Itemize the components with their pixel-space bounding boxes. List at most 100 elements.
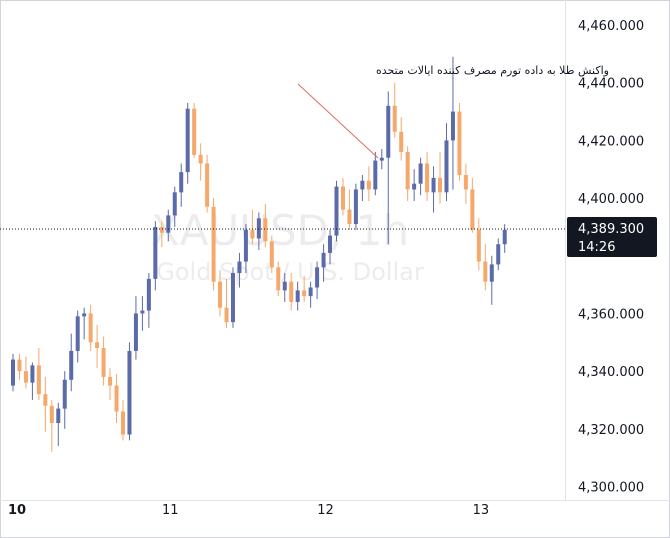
- candle-body: [23, 371, 28, 383]
- candle-body: [133, 313, 138, 351]
- candle-body: [140, 310, 145, 314]
- candle-body: [146, 278, 151, 311]
- candle-body: [114, 385, 119, 412]
- candle-body: [30, 365, 35, 383]
- candle-body: [276, 267, 281, 291]
- candle-body: [289, 281, 294, 302]
- price-axis: 4,460.000 4,440.000 4,420.000 4,400.000 4,36…: [578, 19, 644, 495]
- candle-body: [166, 215, 171, 233]
- candle-body: [302, 290, 307, 297]
- candle-body: [185, 108, 190, 173]
- candle-body: [159, 226, 164, 233]
- last-price-label-bg: [567, 216, 657, 257]
- candle-body: [127, 350, 132, 435]
- candle-body: [95, 342, 100, 349]
- candle-body: [211, 206, 216, 282]
- candle-body: [315, 267, 320, 288]
- candle-body: [476, 229, 481, 262]
- candle-body: [328, 235, 333, 253]
- candle-body: [56, 408, 61, 424]
- candle-body: [108, 376, 113, 386]
- candle-body: [179, 172, 184, 193]
- candle-body: [463, 175, 468, 190]
- price-tick-label: 4,300.000: [578, 480, 644, 495]
- annotation-arrow: [297, 83, 379, 159]
- candle-body: [483, 261, 488, 282]
- candle-body: [62, 379, 67, 409]
- candle-body: [340, 186, 345, 210]
- candle-body: [457, 111, 462, 176]
- time-tick-label: 12: [317, 503, 334, 518]
- candle-body: [308, 287, 313, 297]
- candle-body: [470, 189, 475, 230]
- price-tick-label: 4,440.000: [578, 77, 644, 92]
- candle-body: [269, 241, 274, 268]
- annotation-text: واکنش طلا به داده تورم مصرف کننده ایالات…: [376, 64, 609, 77]
- candle-body: [263, 218, 268, 242]
- candle-body: [153, 226, 158, 279]
- price-tick-label: 4,360.000: [578, 307, 644, 322]
- candle-body: [172, 192, 177, 216]
- price-tick-label: 4,340.000: [578, 365, 644, 380]
- candle-body: [82, 313, 87, 317]
- candle-body: [237, 261, 242, 274]
- time-axis: 10 11 12 13: [8, 503, 489, 518]
- candle-body: [11, 359, 15, 386]
- candle-body: [36, 365, 41, 395]
- candle-body: [347, 209, 352, 225]
- candle-body: [224, 307, 229, 323]
- candle-body: [386, 105, 391, 158]
- bar-countdown: 14:26: [578, 240, 615, 255]
- last-price-label: 4,389.300 14:26: [567, 216, 657, 257]
- candle-body: [425, 163, 430, 193]
- candle-body: [295, 290, 300, 302]
- candle-body: [43, 394, 48, 406]
- candle-body: [120, 411, 125, 435]
- candle-body: [218, 281, 223, 308]
- candle-body: [399, 131, 404, 152]
- candle-body: [321, 252, 326, 268]
- candle-body: [101, 348, 106, 377]
- price-tick-label: 4,420.000: [578, 134, 644, 149]
- candle-body: [250, 229, 255, 239]
- candle-body: [49, 405, 54, 424]
- last-price-value: 4,389.300: [578, 222, 644, 237]
- time-tick-label: 13: [473, 503, 490, 518]
- candle-body: [392, 105, 397, 132]
- candle-body: [444, 140, 449, 193]
- candle-body: [198, 154, 203, 164]
- candle-body: [431, 177, 436, 193]
- candle-body: [412, 183, 417, 190]
- candle-body: [360, 180, 365, 190]
- candle-body: [450, 111, 455, 141]
- time-tick-label: 11: [162, 503, 179, 518]
- candle-body: [17, 359, 22, 372]
- candle-body: [243, 229, 248, 262]
- candle-body: [353, 189, 358, 225]
- candle-body: [373, 160, 378, 190]
- candles: [11, 56, 507, 452]
- price-tick-label: 4,400.000: [578, 192, 644, 207]
- watermark-symbol: XAUUSD, 1h: [151, 206, 409, 255]
- candle-body: [205, 163, 210, 207]
- candle-body: [489, 264, 494, 282]
- candle-body: [334, 186, 339, 236]
- candle-body: [366, 180, 371, 190]
- candle-body: [418, 163, 423, 184]
- candle-body: [502, 229, 507, 245]
- candle-body: [69, 350, 74, 380]
- watermark-description: Gold Spot / U.S. Dollar: [156, 258, 424, 286]
- candle-body: [405, 151, 410, 190]
- candle-body: [230, 273, 235, 323]
- candle-body: [282, 281, 287, 291]
- candle-body: [496, 244, 501, 265]
- candle-body: [379, 157, 384, 161]
- candle-body: [192, 108, 197, 155]
- candle-body: [88, 313, 93, 343]
- candle-body: [256, 218, 261, 239]
- price-tick-label: 4,460.000: [578, 19, 644, 34]
- price-tick-label: 4,320.000: [578, 423, 644, 438]
- candle-body: [438, 177, 443, 193]
- candle-body: [75, 316, 80, 351]
